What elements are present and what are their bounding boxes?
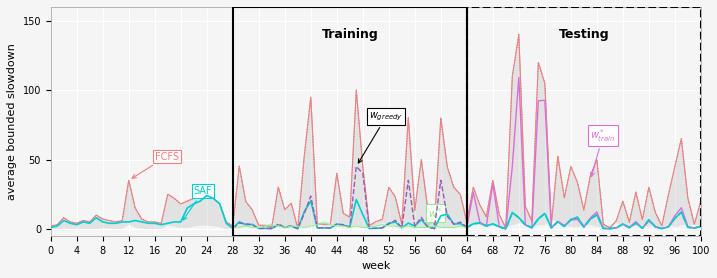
Text: FCFS: FCFS	[132, 152, 179, 178]
Text: $w^*$: $w^*$	[428, 206, 443, 225]
Bar	[467, 7, 701, 236]
Y-axis label: average bounded slowdown: average bounded slowdown	[7, 43, 17, 200]
Text: $w_{greedy}$: $w_{greedy}$	[358, 110, 403, 163]
Bar	[233, 7, 467, 236]
Text: SAF: SAF	[183, 186, 212, 220]
Text: Testing: Testing	[559, 28, 609, 41]
Text: Training: Training	[321, 28, 378, 41]
Text: $w^*_{train}$: $w^*_{train}$	[590, 127, 616, 177]
X-axis label: week: week	[361, 261, 391, 271]
